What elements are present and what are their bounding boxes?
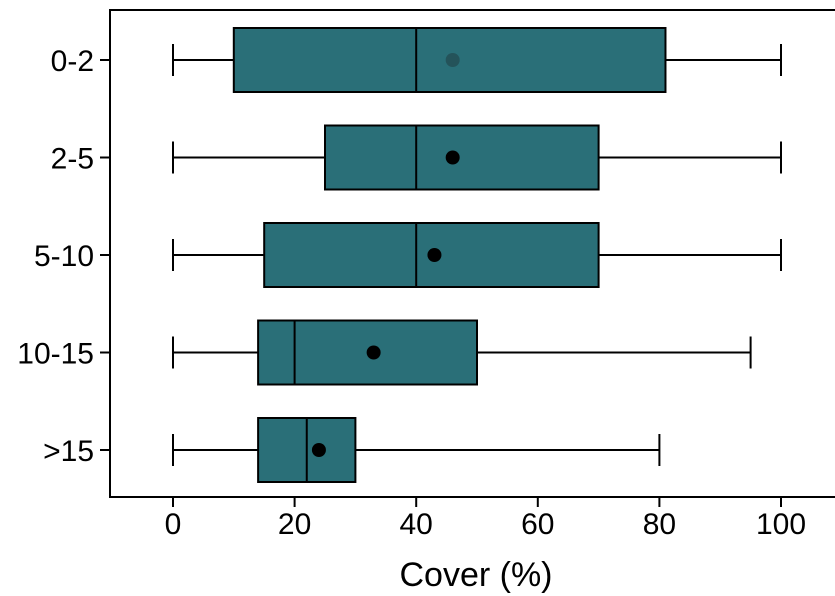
mean-marker — [427, 248, 442, 262]
y-tick-label: 2-5 — [51, 143, 94, 176]
x-tick-label: 0 — [165, 508, 182, 541]
boxes-layer — [172, 27, 782, 483]
y-tick-label: 10-15 — [17, 338, 94, 371]
y-tick-label: >15 — [43, 435, 94, 468]
iqr-box — [324, 124, 600, 191]
box-group-4 — [172, 319, 752, 386]
box-group-1 — [172, 27, 782, 93]
x-tick-label: 60 — [521, 508, 554, 541]
y-axis: 0-2 2-5 5-10 10-15 >15 — [17, 45, 110, 468]
box-group-5 — [172, 417, 661, 483]
y-tick-label: 0-2 — [51, 45, 94, 78]
x-tick-label: 40 — [400, 508, 433, 541]
mean-marker — [445, 150, 460, 165]
x-tick-label: 80 — [643, 508, 676, 541]
y-tick-label: 5-10 — [34, 240, 94, 273]
mean-marker — [445, 53, 460, 67]
x-axis: 0 20 40 60 80 100 — [165, 497, 806, 541]
x-axis-title: Cover (%) — [399, 556, 552, 594]
box-group-3 — [172, 222, 782, 288]
x-tick-label: 100 — [756, 508, 806, 541]
mean-marker — [366, 345, 381, 360]
box-group-2 — [172, 124, 782, 191]
plot-frame — [109, 9, 835, 498]
x-tick-label: 20 — [278, 508, 311, 541]
mean-marker — [311, 443, 326, 457]
